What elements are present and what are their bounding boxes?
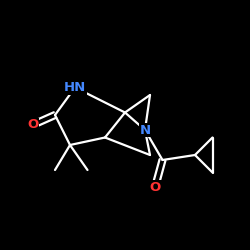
Text: O: O — [150, 181, 160, 194]
Text: N: N — [140, 124, 150, 136]
Text: O: O — [27, 118, 38, 132]
Text: HN: HN — [64, 81, 86, 94]
